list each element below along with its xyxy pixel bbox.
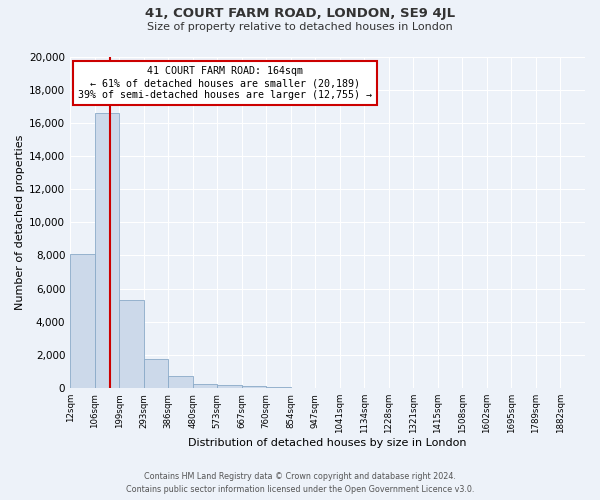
Bar — [193, 384, 217, 388]
Bar — [119, 300, 144, 388]
Text: Size of property relative to detached houses in London: Size of property relative to detached ho… — [147, 22, 453, 32]
Text: 41, COURT FARM ROAD, LONDON, SE9 4JL: 41, COURT FARM ROAD, LONDON, SE9 4JL — [145, 8, 455, 20]
Bar — [144, 359, 168, 388]
Text: 41 COURT FARM ROAD: 164sqm
← 61% of detached houses are smaller (20,189)
39% of : 41 COURT FARM ROAD: 164sqm ← 61% of deta… — [77, 66, 371, 100]
Bar — [217, 385, 242, 388]
Bar — [70, 254, 95, 388]
Bar — [95, 113, 119, 388]
X-axis label: Distribution of detached houses by size in London: Distribution of detached houses by size … — [188, 438, 467, 448]
Bar — [168, 376, 193, 388]
Text: Contains HM Land Registry data © Crown copyright and database right 2024.
Contai: Contains HM Land Registry data © Crown c… — [126, 472, 474, 494]
Y-axis label: Number of detached properties: Number of detached properties — [15, 134, 25, 310]
Bar — [242, 386, 266, 388]
